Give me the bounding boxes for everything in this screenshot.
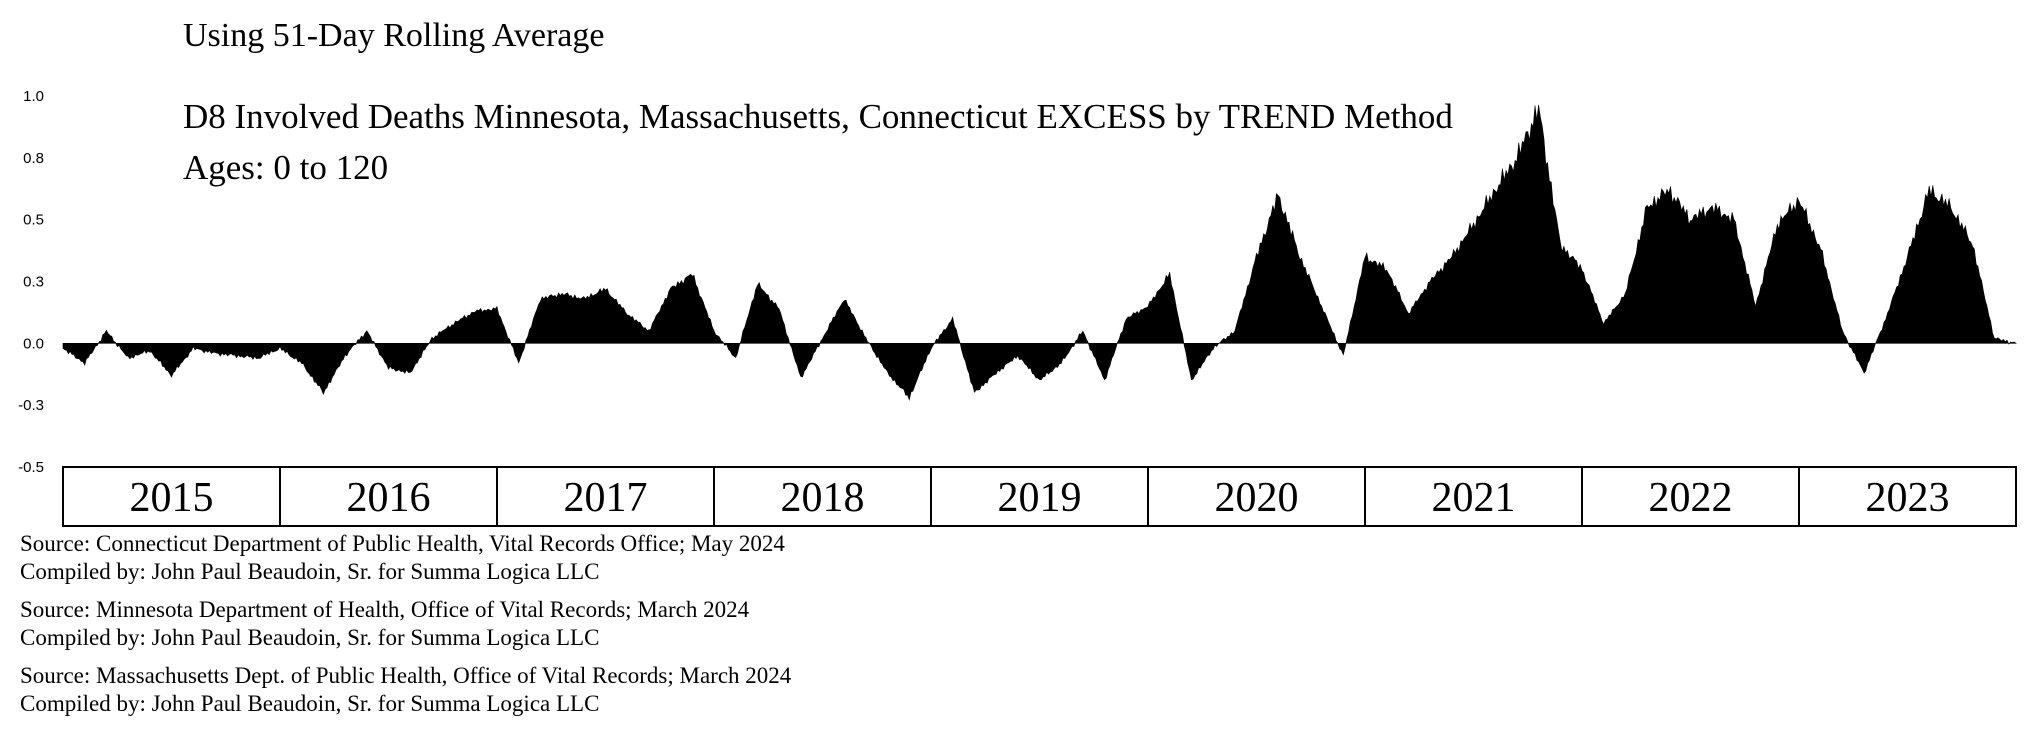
chart-title: D8 Involved Deaths Minnesota, Massachuse… [183, 97, 1453, 136]
chart-ages: Ages: 0 to 120 [183, 148, 388, 187]
chart-subtitle: Using 51-Day Rolling Average [183, 17, 604, 54]
source-line: Source: Massachusetts Dept. of Public He… [20, 663, 792, 688]
y-tick-label: 0.0 [23, 335, 44, 352]
y-tick-label: 0.5 [23, 212, 44, 229]
sources: Source: Connecticut Department of Public… [20, 530, 791, 728]
year-label: 2018 [781, 475, 865, 521]
year-label: 2020 [1215, 475, 1299, 521]
year-label: 2017 [564, 475, 648, 521]
y-tick-label: -0.3 [18, 397, 44, 414]
compiled-line: Compiled by: John Paul Beaudoin, Sr. for… [20, 691, 600, 716]
year-label: 2015 [130, 475, 214, 521]
y-tick-label: 0.3 [23, 274, 44, 291]
year-label: 2022 [1649, 475, 1733, 521]
y-tick-label: 0.8 [23, 150, 44, 167]
y-tick-label: 1.0 [23, 88, 44, 105]
year-axis: 2015 2016 2017 2018 2019 2020 2021 2022 2023 [62, 466, 2017, 527]
source-line: Source: Connecticut Department of Public… [20, 531, 785, 556]
year-label: 2023 [1866, 475, 1950, 521]
year-label: 2016 [347, 475, 431, 521]
compiled-line: Compiled by: John Paul Beaudoin, Sr. for… [20, 559, 600, 584]
y-axis: 1.0 0.8 0.5 0.3 0.0 -0.3 -0.5 [18, 88, 44, 476]
year-box [1798, 466, 2017, 527]
source-block-ma: Source: Massachusetts Dept. of Public He… [20, 662, 791, 718]
source-block-mn: Source: Minnesota Department of Health, … [20, 596, 791, 652]
source-block-ct: Source: Connecticut Department of Public… [20, 530, 791, 586]
source-line: Source: Minnesota Department of Health, … [20, 597, 750, 622]
year-label: 2021 [1432, 475, 1516, 521]
compiled-line: Compiled by: John Paul Beaudoin, Sr. for… [20, 625, 600, 650]
year-label: 2019 [998, 475, 1082, 521]
excess-area-series [62, 104, 2017, 401]
y-tick-label: -0.5 [18, 459, 44, 476]
